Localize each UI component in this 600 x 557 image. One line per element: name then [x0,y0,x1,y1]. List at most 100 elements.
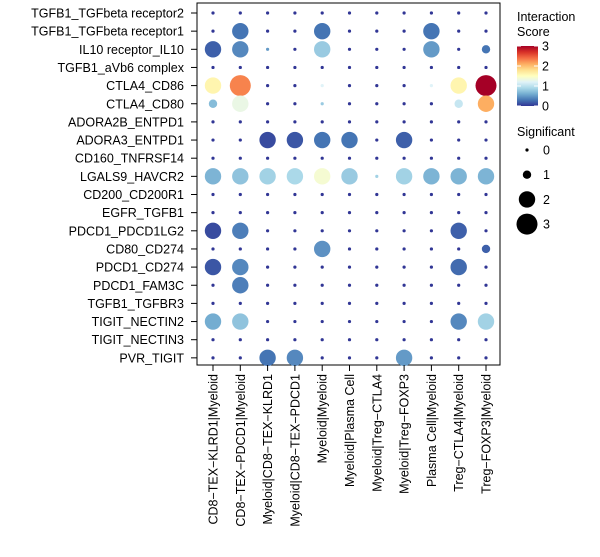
row-label: TGFB1_aVb6 complex [58,61,185,75]
dot [232,313,249,330]
dot [211,283,215,287]
dot [375,138,379,142]
dot [429,356,433,360]
dot [457,156,461,160]
dot [347,211,352,215]
dot [484,301,488,305]
dot [347,65,352,70]
dot [402,338,406,342]
dot [266,120,270,124]
dot [457,138,461,142]
dot [375,229,379,233]
dot [293,65,297,70]
row-label: LGALS9_HAVCR2 [80,170,184,184]
column-label: Myeloid|Treg−CTLA4 [370,374,384,492]
dot [423,41,440,58]
size-legend: Significant 0 1 2 3 [516,125,575,235]
dot [402,156,406,160]
column-label: Myeloid|Plasma Cell [343,374,357,487]
dot [314,41,331,58]
dot [347,47,352,51]
dot [402,65,406,70]
dot [293,84,297,88]
color-legend: Interaction Score 3 2 1 0 [517,10,575,114]
column-label: CD8−TEX−PDCD1|Myeloid [234,374,248,527]
dot [423,168,440,185]
dot [484,192,488,197]
dot [477,95,495,112]
dot [375,84,379,88]
dot [293,29,297,33]
row-label: TGFB1_TGFbeta receptor2 [31,7,184,21]
dot [266,11,270,15]
size-legend-label: 3 [543,218,550,232]
row-label: TIGIT_NECTIN2 [92,315,184,329]
dot [347,338,352,342]
dot [429,11,433,15]
dot [320,211,324,215]
dot [232,258,249,276]
dot [375,11,379,15]
dot [266,338,270,342]
dot [266,301,270,305]
dot [457,29,461,33]
dot [484,11,488,15]
dot [293,229,297,233]
dot [266,283,270,287]
dot [450,77,467,94]
column-label: Myeloid|Treg−FOXP3 [398,374,412,494]
dot [484,229,488,233]
dot [238,338,242,342]
row-label: CD80_CD274 [106,242,184,256]
dot [375,283,379,287]
size-legend-label: 2 [543,193,550,207]
dot [347,247,352,251]
size-legend-items: 0 1 2 3 [516,144,550,235]
dot [429,265,433,269]
dot [457,192,461,197]
dot [484,211,488,215]
dot [238,11,242,15]
dot [402,84,406,88]
dot [293,319,297,324]
dot [204,77,222,94]
dot [341,131,358,149]
dot [320,156,324,160]
dot [211,338,215,342]
column-label: CD8−TEX−KLRD1|Myeloid [207,374,221,525]
dot [484,120,488,124]
dot [259,168,276,185]
dot [481,45,491,54]
dot [375,247,379,251]
dot [484,29,488,33]
dot [232,168,249,185]
dot [238,247,242,251]
dot [375,174,379,178]
column-label: Plasma Cell|Myeloid [425,374,439,487]
dot [402,319,406,324]
dot [266,265,270,269]
dot [314,240,331,258]
colorbar-tick-label: 2 [542,60,549,74]
dot [457,301,461,305]
dot [475,75,497,97]
row-label: ADORA3_ENTPD1 [76,134,184,148]
dot [375,156,379,160]
dot [266,65,270,70]
dot [293,120,297,124]
dot [429,211,433,215]
dot [423,22,440,40]
dot [259,349,276,367]
dot [266,102,270,106]
column-label: Treg−FOXP3|Myeloid [480,374,494,494]
dot [457,356,461,360]
dot [204,258,222,276]
dot [457,211,461,215]
dot [320,192,324,197]
color-legend-title-line1: Interaction [517,10,575,24]
color-legend-title-line2: Score [517,25,550,39]
dot [320,84,324,88]
dot [320,229,324,233]
dot [232,22,249,40]
dot [286,168,304,185]
